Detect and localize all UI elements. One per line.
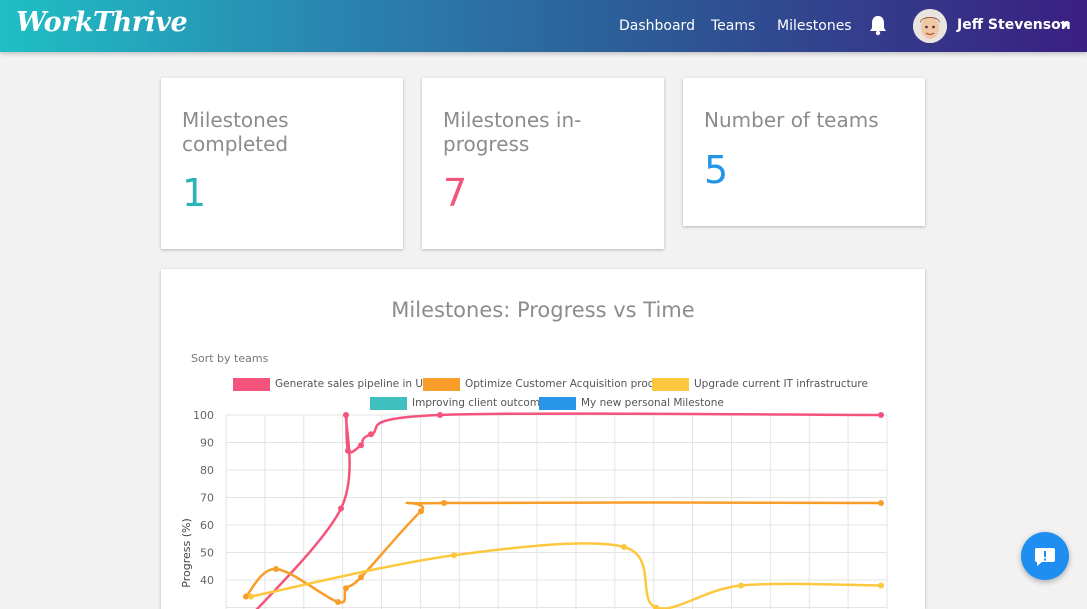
chat-support-button[interactable]: [1021, 532, 1069, 580]
y-tick-label: 80: [200, 464, 214, 477]
data-point: [248, 594, 254, 600]
stat-card-completed: Milestones completed 1: [161, 78, 403, 249]
data-point: [358, 574, 364, 580]
stat-value: 1: [182, 171, 206, 215]
nav-teams[interactable]: Teams: [711, 18, 755, 34]
data-point: [621, 544, 627, 550]
data-point: [273, 566, 279, 572]
stat-value: 7: [443, 171, 467, 215]
nav-milestones[interactable]: Milestones: [777, 18, 852, 34]
y-tick-label: 40: [200, 574, 214, 587]
data-point: [878, 500, 884, 506]
stat-value: 5: [704, 148, 728, 192]
notification-bell-icon[interactable]: [868, 14, 888, 36]
data-point: [418, 508, 424, 514]
y-tick-label: 100: [193, 409, 214, 422]
user-avatar[interactable]: [913, 9, 947, 43]
data-point: [343, 585, 349, 591]
data-point: [358, 442, 364, 448]
chat-icon: [1021, 532, 1069, 580]
stat-card-in-progress: Milestones in-progress 7: [422, 78, 664, 249]
data-point: [338, 506, 344, 512]
stat-card-teams: Number of teams 5: [683, 78, 925, 226]
data-point: [437, 412, 443, 418]
data-point: [878, 412, 884, 418]
y-axis-label: Progress (%): [180, 518, 193, 587]
data-point: [878, 583, 884, 589]
progress-chart: 100 90 80 70 60 50 40 Progress (%): [161, 269, 925, 609]
user-name[interactable]: Jeff Stevenson: [957, 17, 1071, 33]
nav-dashboard[interactable]: Dashboard: [619, 18, 695, 34]
data-point: [345, 448, 351, 454]
data-point: [451, 552, 457, 558]
chart-panel: Milestones: Progress vs Time Sort by tea…: [161, 269, 925, 609]
data-point: [738, 583, 744, 589]
data-point: [343, 412, 349, 418]
stat-title: Number of teams: [704, 108, 904, 132]
y-tick-label: 70: [200, 492, 214, 505]
data-point: [441, 500, 447, 506]
user-menu-caret-icon[interactable]: [1060, 22, 1070, 28]
y-tick-label: 50: [200, 547, 214, 560]
data-point: [368, 431, 374, 437]
top-navbar: WorkThrive Dashboard Teams Milestones Je…: [0, 0, 1087, 52]
stat-title: Milestones completed: [182, 108, 382, 156]
app-logo[interactable]: WorkThrive: [16, 7, 187, 38]
stat-title: Milestones in-progress: [443, 108, 643, 156]
y-tick-label: 90: [200, 437, 214, 450]
y-tick-label: 60: [200, 519, 214, 532]
